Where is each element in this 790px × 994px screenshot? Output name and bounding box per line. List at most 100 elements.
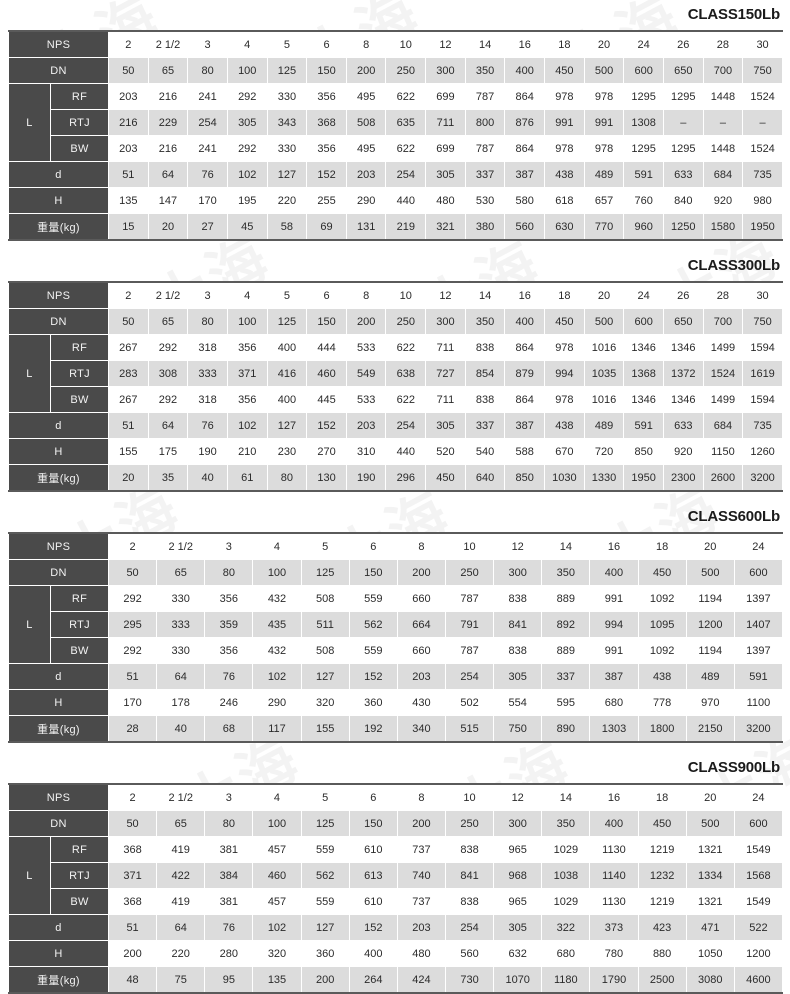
cell-rtj: 371 bbox=[226, 360, 268, 387]
cell-d: 591 bbox=[733, 663, 783, 690]
cell-dn: 400 bbox=[504, 57, 546, 84]
cell-dn: 300 bbox=[425, 57, 466, 84]
cell-rtj: 562 bbox=[348, 611, 398, 638]
cell-nps: 24 bbox=[733, 532, 783, 560]
cell-d: 254 bbox=[444, 914, 495, 941]
table-row-weight: 重量(kg) 15 20 27 45 58 69 131 219 321 380 560 630 770 9… bbox=[8, 213, 783, 241]
cell-rtj: 991 bbox=[544, 109, 585, 136]
cell-bw: 1130 bbox=[589, 888, 639, 915]
cell-d: 102 bbox=[226, 161, 268, 188]
row-label-bw: BW bbox=[50, 637, 109, 664]
cell-dn: 65 bbox=[156, 559, 206, 586]
cell-bw: 1194 bbox=[685, 637, 735, 664]
cell-dn: 65 bbox=[147, 57, 189, 84]
cell-weight: 35 bbox=[147, 464, 189, 492]
cell-d: 489 bbox=[583, 412, 625, 439]
cell-bw: 445 bbox=[306, 386, 347, 413]
cell-rf: 318 bbox=[187, 334, 228, 361]
cell-d: 127 bbox=[300, 914, 350, 941]
cell-d: 76 bbox=[187, 161, 228, 188]
cell-d: 76 bbox=[187, 412, 228, 439]
cell-dn: 65 bbox=[147, 308, 189, 335]
cell-dn: 450 bbox=[544, 308, 585, 335]
cell-dn: 600 bbox=[623, 57, 664, 84]
cell-weight: 20 bbox=[108, 464, 149, 492]
cell-dn: 50 bbox=[107, 559, 158, 586]
cell-dn: 300 bbox=[493, 810, 543, 837]
cell-rf: 622 bbox=[385, 83, 427, 110]
cell-h: 220 bbox=[266, 187, 308, 214]
cell-weight: 27 bbox=[187, 213, 228, 241]
cell-dn: 600 bbox=[623, 308, 664, 335]
cell-h: 554 bbox=[493, 689, 543, 716]
cell-weight: 135 bbox=[252, 966, 302, 994]
cell-d: 591 bbox=[623, 412, 664, 439]
cell-dn: 350 bbox=[464, 308, 506, 335]
row-label-dn: DN bbox=[8, 810, 109, 837]
cell-bw: 533 bbox=[345, 386, 387, 413]
cell-rtj: 740 bbox=[396, 862, 446, 889]
cell-h: 290 bbox=[252, 689, 302, 716]
cell-rtj: 1524 bbox=[702, 360, 744, 387]
cell-rf: 368 bbox=[107, 836, 158, 863]
cell-rf: 330 bbox=[156, 585, 206, 612]
cell-h: 670 bbox=[544, 438, 585, 465]
cell-weight: 15 bbox=[108, 213, 149, 241]
cell-weight: 730 bbox=[444, 966, 495, 994]
cell-weight: 1030 bbox=[544, 464, 585, 492]
cell-h: 1150 bbox=[702, 438, 744, 465]
cell-d: 423 bbox=[637, 914, 687, 941]
cell-rf: 432 bbox=[252, 585, 302, 612]
cell-rf: 622 bbox=[385, 334, 427, 361]
cell-h: 320 bbox=[300, 689, 350, 716]
cell-d: 633 bbox=[662, 412, 704, 439]
table-row-h: H 170 178 246 290 320 360 430 502 554 595 680 778 970… bbox=[8, 689, 783, 716]
cell-rf: 1295 bbox=[623, 83, 664, 110]
cell-bw: 622 bbox=[385, 386, 427, 413]
cell-d: 337 bbox=[464, 161, 506, 188]
cell-h: 480 bbox=[425, 187, 466, 214]
cell-rtj: 1232 bbox=[637, 862, 687, 889]
cell-rtj: 549 bbox=[345, 360, 387, 387]
cell-d: 684 bbox=[702, 161, 744, 188]
cell-bw: 711 bbox=[425, 386, 466, 413]
cell-weight: 2300 bbox=[662, 464, 704, 492]
row-label-bw: BW bbox=[50, 135, 109, 162]
cell-d: 64 bbox=[147, 412, 189, 439]
cell-d: 152 bbox=[306, 412, 347, 439]
cell-dn: 125 bbox=[300, 810, 350, 837]
cell-h: 310 bbox=[345, 438, 387, 465]
cell-weight: 1070 bbox=[493, 966, 543, 994]
cell-rtj: 229 bbox=[147, 109, 189, 136]
cell-nps: 5 bbox=[300, 783, 350, 811]
cell-nps: 5 bbox=[266, 281, 308, 309]
cell-bw: 978 bbox=[583, 135, 625, 162]
cell-rf: 787 bbox=[464, 83, 506, 110]
cell-bw: 1321 bbox=[685, 888, 735, 915]
row-label-dn: DN bbox=[8, 559, 109, 586]
cell-h: 200 bbox=[107, 940, 158, 967]
cell-weight: 1790 bbox=[589, 966, 639, 994]
row-label-bw: BW bbox=[50, 888, 109, 915]
cell-rf: 864 bbox=[504, 83, 546, 110]
cell-nps: 26 bbox=[662, 281, 704, 309]
cell-rf: 508 bbox=[300, 585, 350, 612]
cell-nps: 14 bbox=[541, 532, 591, 560]
cell-h: 850 bbox=[623, 438, 664, 465]
cell-rtj: 1140 bbox=[589, 862, 639, 889]
cell-dn: 600 bbox=[733, 810, 783, 837]
cell-weight: 424 bbox=[396, 966, 446, 994]
cell-rtj: 416 bbox=[266, 360, 308, 387]
cell-weight: 131 bbox=[345, 213, 387, 241]
cell-dn: 100 bbox=[252, 810, 302, 837]
cell-bw: 737 bbox=[396, 888, 446, 915]
cell-rf: 1346 bbox=[623, 334, 664, 361]
cell-rtj: 371 bbox=[107, 862, 158, 889]
cell-d: 305 bbox=[493, 914, 543, 941]
cell-nps: 8 bbox=[345, 30, 387, 58]
cell-weight: 200 bbox=[300, 966, 350, 994]
cell-nps: 10 bbox=[444, 532, 495, 560]
cell-rf: 1448 bbox=[702, 83, 744, 110]
cell-rtj: 994 bbox=[544, 360, 585, 387]
row-label-nps: NPS bbox=[8, 30, 109, 58]
